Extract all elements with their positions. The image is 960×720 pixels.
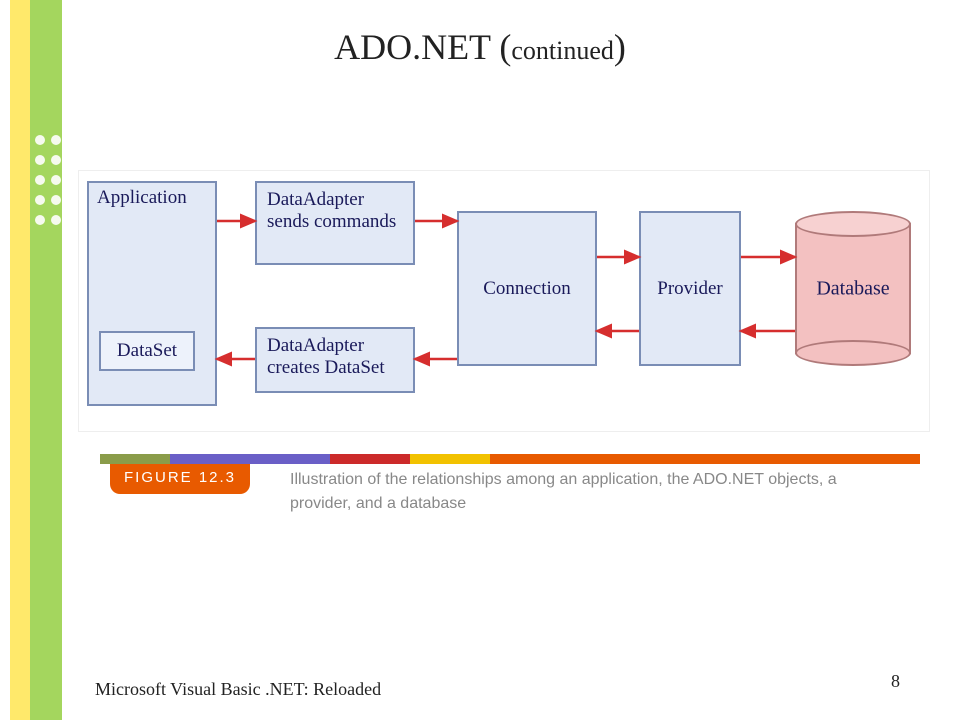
node-application: Application bbox=[87, 181, 217, 406]
node-database-label: Database bbox=[795, 277, 911, 300]
figure-label-tag: FIGURE 12.3 bbox=[110, 464, 250, 494]
node-application-label: Application bbox=[97, 187, 187, 209]
footer-text: Microsoft Visual Basic .NET: Reloaded bbox=[95, 679, 381, 700]
decor-dots-icon bbox=[30, 130, 76, 280]
architecture-diagram: Application DataSet DataAdapter sends comm… bbox=[78, 170, 930, 432]
left-decor bbox=[0, 0, 62, 720]
title-sub: continued bbox=[511, 36, 614, 65]
figure-colorbar bbox=[100, 454, 920, 464]
node-connection: Connection bbox=[457, 211, 597, 366]
decor-yellow-bar bbox=[10, 0, 30, 720]
node-adapter-recv: DataAdapter creates DataSet bbox=[255, 327, 415, 393]
decor-green-bar bbox=[30, 0, 62, 720]
figure-caption: Illustration of the relationships among … bbox=[290, 468, 890, 516]
node-database: Database bbox=[795, 211, 911, 366]
figure-label: FIGURE 12.3 bbox=[124, 469, 236, 486]
page-number: 8 bbox=[891, 671, 900, 692]
node-adapter-send: DataAdapter sends commands bbox=[255, 181, 415, 265]
node-provider: Provider bbox=[639, 211, 741, 366]
title-end: ) bbox=[614, 27, 626, 67]
colorbar-segment bbox=[330, 454, 410, 464]
colorbar-segment bbox=[100, 454, 170, 464]
node-dataset: DataSet bbox=[99, 331, 195, 371]
title-main: ADO.NET ( bbox=[334, 27, 511, 67]
slide-title: ADO.NET (continued) bbox=[0, 26, 960, 68]
colorbar-segment bbox=[410, 454, 490, 464]
colorbar-segment bbox=[490, 454, 920, 464]
colorbar-segment bbox=[170, 454, 330, 464]
